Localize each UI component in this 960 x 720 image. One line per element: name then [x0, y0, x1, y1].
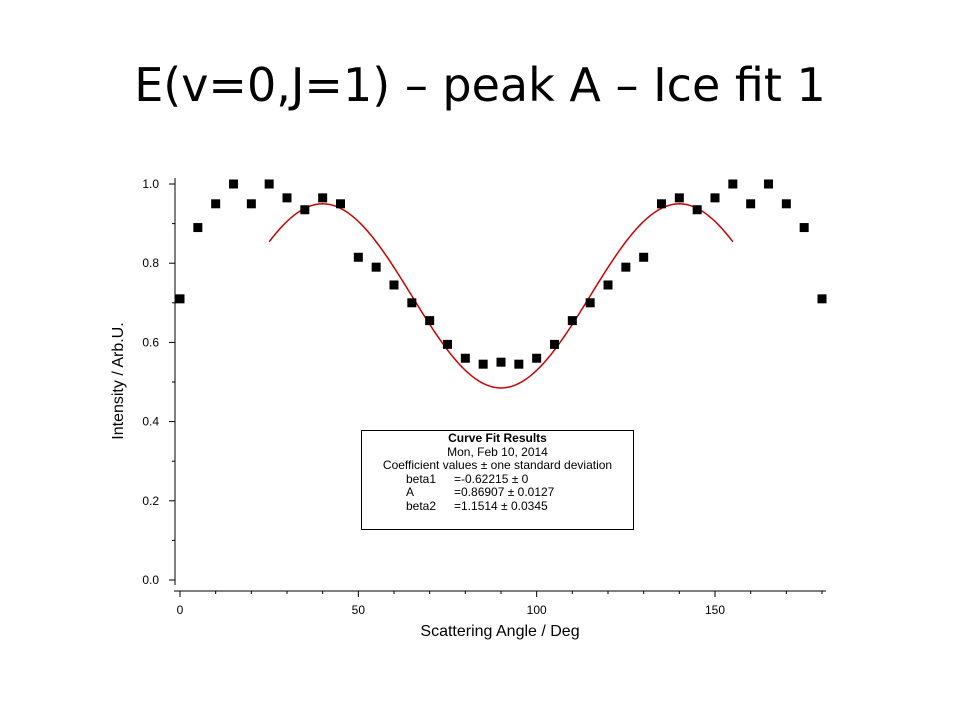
- x-tick-label: 50: [352, 603, 366, 617]
- x-tick-label: 0: [177, 603, 184, 617]
- y-tick-label: 1.0: [142, 177, 159, 191]
- fit-curve-layer: [268, 203, 734, 389]
- data-point: [567, 316, 577, 326]
- y-tick-label: 0.4: [142, 415, 159, 429]
- data-point: [246, 199, 256, 209]
- x-tick-label: 100: [527, 603, 547, 617]
- fit-coefficient-row: beta1 =-0.62215 ± 0: [362, 471, 633, 487]
- data-point: [318, 193, 328, 203]
- fit-coefficient-row: A =0.86907 ± 0.0127: [362, 485, 633, 500]
- data-point: [282, 193, 292, 203]
- data-point: [229, 179, 238, 189]
- data-point: [799, 223, 809, 233]
- data-point: [674, 193, 684, 203]
- x-axis-title: Scattering Angle / Deg: [420, 623, 579, 640]
- data-point: [407, 298, 417, 308]
- coef-name: beta2: [406, 498, 437, 513]
- data-point: [193, 223, 203, 233]
- data-point: [621, 262, 631, 272]
- data-point: [550, 339, 559, 349]
- data-point: [371, 262, 381, 272]
- fit-coefficient-row: beta2 =1.1514 ± 0.0345: [362, 498, 633, 514]
- data-points: [175, 179, 827, 369]
- slide-title: E(v=0,J=1) – peak A – Ice fit 1: [134, 58, 826, 112]
- data-point: [496, 357, 506, 367]
- data-point: [639, 252, 649, 262]
- data-point: [389, 280, 399, 290]
- fit-results-title: Curve Fit Results: [448, 431, 547, 445]
- data-point: [300, 205, 310, 215]
- data-point: [425, 316, 435, 326]
- data-point: [532, 353, 542, 363]
- data-point: [817, 294, 827, 304]
- coef-value: =0.86907 ± 0.0127: [454, 485, 555, 499]
- data-point: [781, 199, 791, 209]
- y-axis-title: Intensity / Arb.U.: [110, 322, 127, 439]
- fit-results-date: Mon, Feb 10, 2014: [447, 444, 548, 459]
- x-tick-label: 150: [705, 603, 725, 617]
- data-point: [211, 199, 221, 209]
- fit-curve-line: [268, 203, 734, 389]
- data-point: [264, 179, 274, 189]
- data-point: [443, 339, 452, 349]
- data-point: [746, 199, 756, 209]
- data-point: [657, 199, 666, 209]
- coef-value: =1.1514 ± 0.0345: [454, 498, 548, 513]
- y-tick-label: 0.6: [142, 335, 159, 349]
- data-point: [692, 205, 702, 215]
- curve-fit-results-box: Curve Fit Results Mon, Feb 10, 2014 Coef…: [361, 430, 634, 530]
- y-tick-label: 0.0: [142, 573, 159, 587]
- data-point: [585, 298, 595, 308]
- data-point: [478, 359, 488, 369]
- data-point: [728, 179, 738, 189]
- y-tick-label: 0.2: [142, 494, 159, 508]
- coef-value: =-0.62215 ± 0: [454, 471, 529, 486]
- data-point: [603, 280, 613, 290]
- chart-axes: 0.0 0.2 0.4 0.6 0.8 1.0 0 50 100 150: [142, 177, 826, 617]
- data-point: [353, 252, 363, 262]
- fit-results-subtitle: Coefficient values ± one standard deviat…: [382, 458, 613, 472]
- coef-name: beta1: [406, 471, 437, 486]
- y-tick-label: 0.8: [142, 256, 159, 270]
- data-point: [336, 199, 345, 209]
- data-point: [175, 294, 185, 304]
- data-point: [710, 193, 720, 203]
- coef-name: A: [406, 485, 415, 499]
- data-point: [460, 353, 470, 363]
- data-point: [764, 179, 773, 189]
- data-point: [514, 359, 524, 369]
